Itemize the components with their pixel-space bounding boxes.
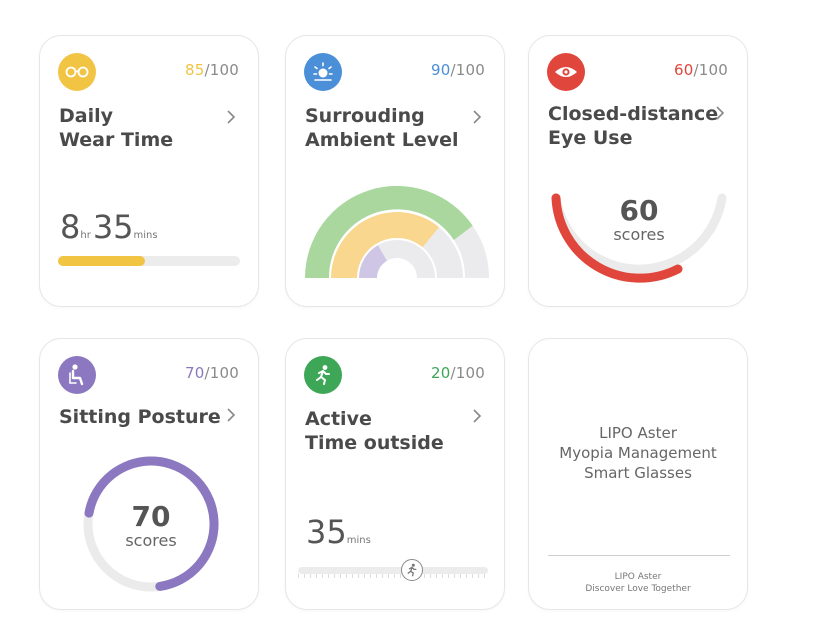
promo-divider <box>548 555 730 556</box>
posture-score-center: 70 scores <box>125 500 177 550</box>
glasses-icon <box>58 53 96 91</box>
eye-score: 60/100 <box>674 61 728 79</box>
ambient-title: Surrouding Ambient Level <box>305 105 459 151</box>
eye-icon <box>547 53 585 91</box>
ambient-level-card[interactable]: 90/100 Surrouding Ambient Level <box>285 35 505 307</box>
wear-progress-fill <box>58 256 146 266</box>
wear-time-value: 8hr35mins <box>60 208 158 246</box>
outside-time-value: 35mins <box>306 513 371 551</box>
wear-title: Daily Wear Time <box>59 105 174 151</box>
eye-use-card[interactable]: 60/100 Closed-distance Eye Use 60 scores <box>528 35 748 307</box>
sitting-posture-card[interactable]: 70/100 Sitting Posture 70 scores <box>39 338 259 610</box>
eye-score-gauge <box>551 193 727 283</box>
chevron-right-icon[interactable] <box>222 406 240 424</box>
outside-title: Active Time outside <box>305 408 444 454</box>
daily-wear-time-card[interactable]: 85/100 Daily Wear Time 8hr35mins <box>39 35 259 307</box>
posture-score: 70/100 <box>185 364 239 382</box>
chevron-right-icon[interactable] <box>468 407 486 425</box>
posture-score-ring <box>83 456 219 592</box>
sitting-person-icon <box>58 356 96 394</box>
posture-title: Sitting Posture <box>59 406 221 428</box>
chevron-right-icon[interactable] <box>711 104 729 122</box>
outside-slider-track[interactable] <box>298 567 488 578</box>
eye-title: Closed-distance Eye Use <box>548 103 719 149</box>
chevron-right-icon[interactable] <box>468 108 486 126</box>
ambient-score: 90/100 <box>431 61 485 79</box>
outside-slider-ticks <box>298 574 488 578</box>
promo-footer: LIPO Aster Discover Love Together <box>585 572 691 594</box>
promo-text: LIPO Aster Myopia Management Smart Glass… <box>559 424 717 482</box>
product-promo-card: LIPO Aster Myopia Management Smart Glass… <box>528 338 748 610</box>
chevron-right-icon[interactable] <box>222 108 240 126</box>
running-person-icon <box>304 356 342 394</box>
wear-progress-track <box>58 256 240 266</box>
active-time-outside-card[interactable]: 20/100 Active Time outside 35mins <box>285 338 505 610</box>
outside-score: 20/100 <box>431 364 485 382</box>
eye-score-center: 60 scores <box>613 194 665 244</box>
runner-slider-thumb-icon[interactable] <box>401 559 423 581</box>
wear-score: 85/100 <box>185 61 239 79</box>
sun-icon <box>304 53 342 91</box>
ambient-level-gauge <box>305 186 490 278</box>
